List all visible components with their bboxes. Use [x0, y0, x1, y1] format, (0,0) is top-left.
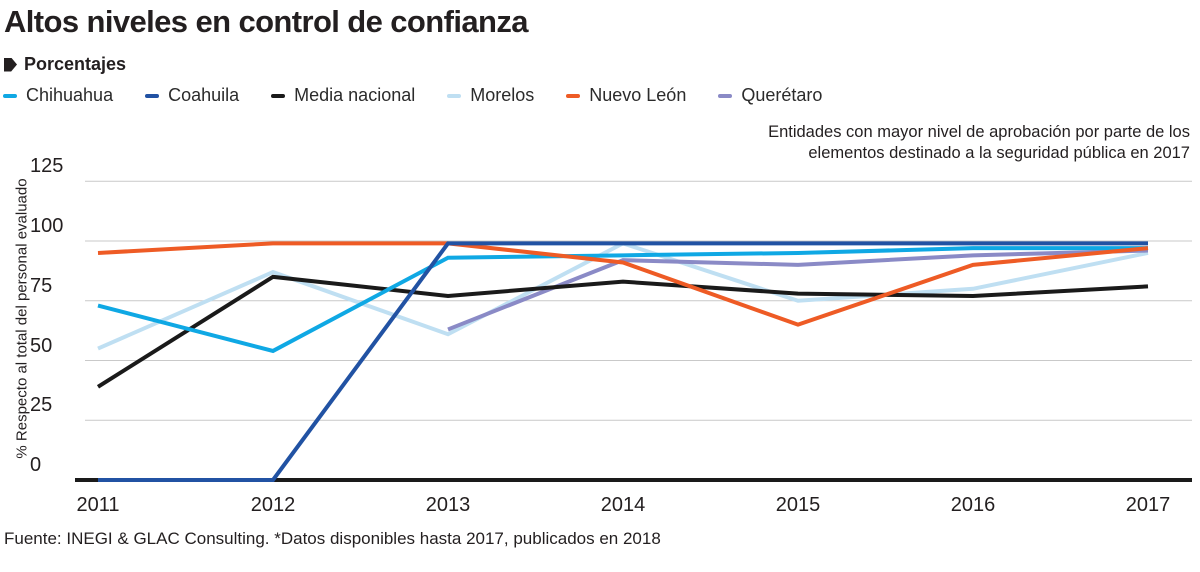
x-tick-label: 2012 [250, 494, 296, 516]
legend-item-coahuila: Coahuila [145, 85, 239, 106]
bullet-pentagon-icon [4, 57, 17, 72]
line-swatch-icon [566, 93, 581, 98]
legend-item-chihuahua: Chihuahua [3, 85, 113, 106]
legend-label: Coahuila [168, 85, 240, 105]
legend-label: Morelos [470, 85, 535, 105]
legend-label: Chihuahua [26, 85, 114, 105]
y-tick-label: 25 [30, 394, 53, 417]
series-line-media-nacional [96, 274, 1149, 389]
y-tick-label: 75 [30, 274, 53, 297]
legend-label: Media nacional [294, 85, 416, 105]
line-swatch-icon [718, 93, 733, 98]
legend-item-queretaro: Querétaro [718, 85, 822, 106]
y-tick-label: 100 [30, 215, 64, 237]
page-title: Altos niveles en control de confianza [4, 4, 528, 39]
x-tick-label: 2013 [425, 494, 471, 516]
series-line-querétaro [447, 248, 1149, 332]
chart-subtitle: Porcentajes [24, 54, 127, 74]
subtitle-row: Porcentajes [4, 54, 126, 75]
series-line-nuevo-león [97, 241, 1149, 327]
source-note: Fuente: INEGI & GLAC Consulting. *Datos … [4, 529, 661, 548]
x-tick-label: 2014 [600, 494, 646, 516]
x-tick-label: 2016 [950, 494, 996, 516]
x-tick-label: 2011 [76, 494, 120, 516]
chart-legend: Chihuahua Coahuila Media nacional Morelo… [3, 85, 822, 106]
y-tick-label: 0 [30, 454, 42, 476]
line-swatch-icon [3, 93, 17, 98]
y-tick-label: 125 [30, 155, 64, 178]
legend-item-nuevo-leon: Nuevo León [566, 85, 686, 106]
line-swatch-icon [447, 93, 462, 98]
line-swatch-icon [145, 93, 160, 98]
x-tick-label: 2017 [1125, 494, 1171, 516]
chart-annotation: Entidades con mayor nivel de aprobación … [768, 123, 1190, 162]
legend-label: Nuevo León [589, 85, 687, 105]
series-line-coahuila [98, 241, 1148, 482]
legend-label: Querétaro [741, 85, 823, 105]
series-line-chihuahua [97, 246, 1148, 354]
y-tick-label: 50 [30, 334, 53, 357]
x-tick-label: 2015 [775, 494, 821, 516]
line-swatch-icon [271, 93, 286, 98]
legend-item-media-nacional: Media nacional [271, 85, 415, 106]
legend-item-morelos: Morelos [447, 85, 534, 106]
